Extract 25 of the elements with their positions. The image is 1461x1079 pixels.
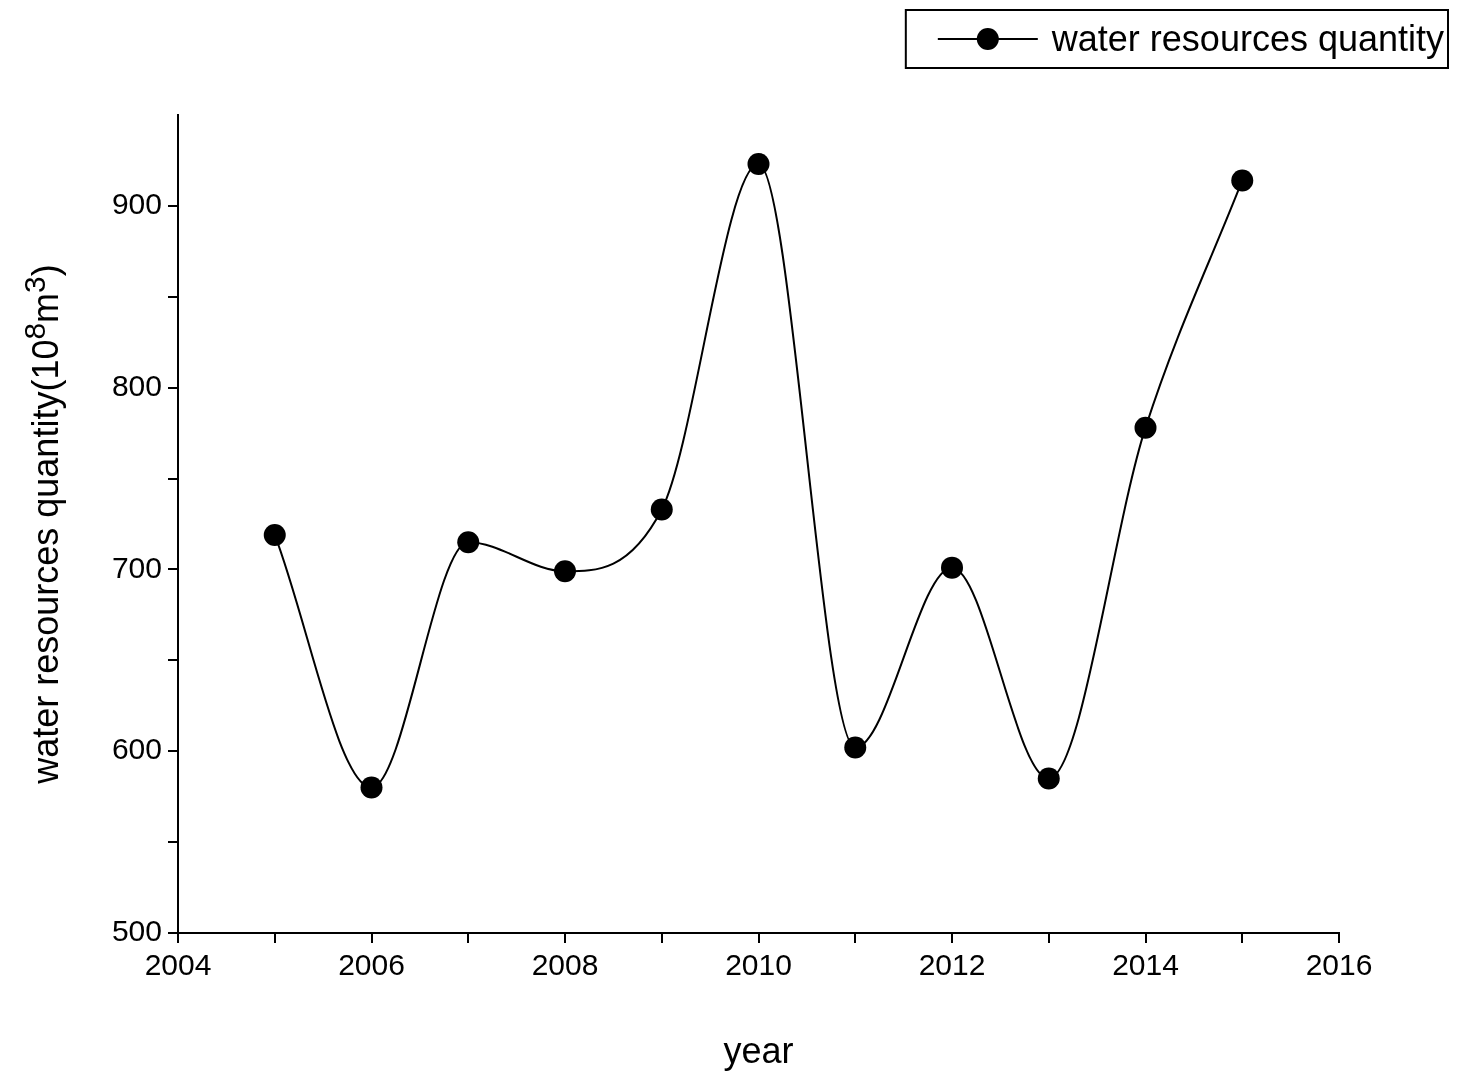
x-tick-label: 2012 <box>918 948 986 982</box>
point <box>844 736 867 759</box>
y-tick-label: 600 <box>111 732 162 766</box>
point <box>263 523 286 546</box>
point <box>554 560 576 583</box>
point <box>457 531 480 554</box>
y-tick-label: 900 <box>111 187 162 221</box>
point <box>1231 169 1254 192</box>
x-tick-label: 2008 <box>531 948 599 982</box>
legend-label: water resources quantity <box>1050 17 1444 59</box>
point <box>650 498 673 521</box>
point <box>360 776 383 799</box>
x-tick-label: 2010 <box>725 948 792 982</box>
point <box>747 153 770 176</box>
y-tick-label: 800 <box>111 368 162 402</box>
x-tick-label: 2016 <box>1305 948 1373 982</box>
point <box>1134 416 1157 439</box>
point <box>1037 767 1060 790</box>
x-tick-label: 2014 <box>1112 948 1179 982</box>
x-axis-title: year <box>723 1030 794 1072</box>
x-tick-label: 2004 <box>144 948 212 982</box>
y-tick-label: 500 <box>111 914 162 948</box>
point <box>941 556 963 579</box>
x-tick-label: 2006 <box>338 948 405 982</box>
y-tick-label: 700 <box>111 550 162 584</box>
